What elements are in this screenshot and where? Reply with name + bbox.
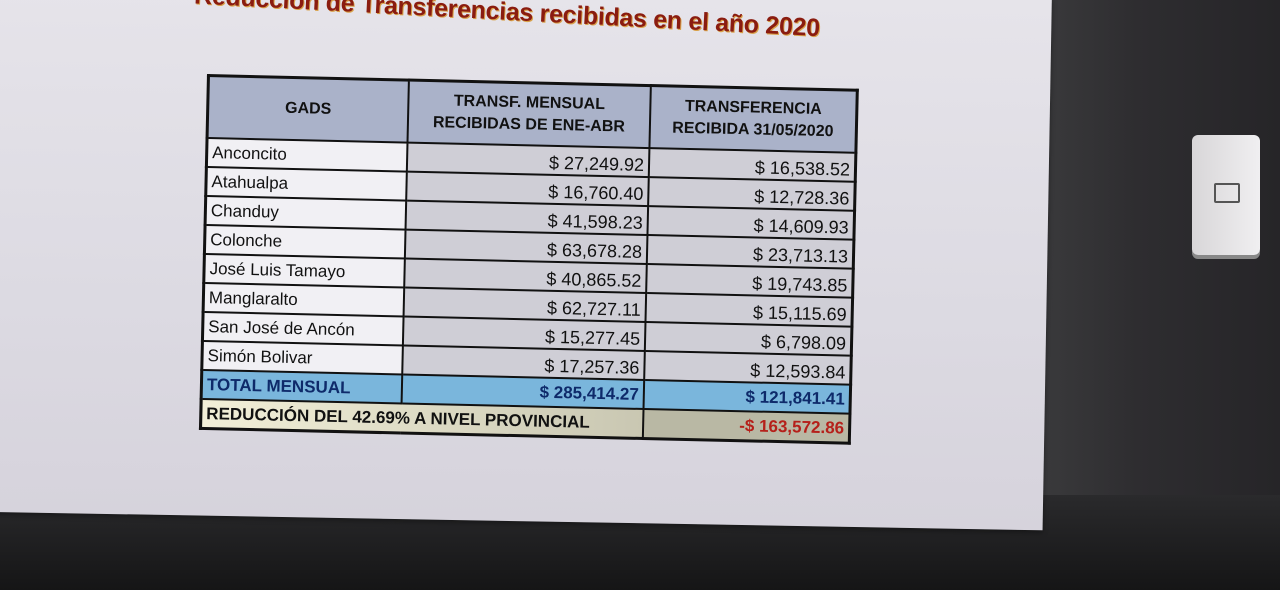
gad-name: José Luis Tamayo: [203, 253, 405, 288]
mayo-value: $ 6,798.09: [644, 322, 852, 356]
gad-name: Atahualpa: [205, 167, 407, 201]
mayo-value: $ 23,713.13: [646, 235, 854, 269]
header-mayo: TRANSFERENCIA RECIBIDA 31/05/2020: [649, 85, 858, 153]
mayo-value: $ 16,538.52: [648, 148, 856, 182]
total-mayo: $ 121,841.41: [643, 379, 851, 414]
header-gads: GADS: [207, 75, 409, 143]
wall: [1040, 0, 1280, 520]
header-ene-abr: TRANSF. MENSUAL RECIBIDAS DE ENE-ABR: [407, 80, 651, 149]
reduction-amount: -$ 163,572.86: [642, 408, 850, 444]
gad-name: Colonche: [204, 224, 406, 259]
mayo-value: $ 12,593.84: [644, 351, 852, 385]
gad-name: San José de Ancón: [202, 311, 404, 346]
transfers-table: GADS TRANSF. MENSUAL RECIBIDAS DE ENE-AB…: [198, 74, 859, 445]
gad-name: Simón Bolivar: [201, 340, 403, 375]
mayo-value: $ 14,609.93: [647, 206, 855, 240]
slide-title: Reducción de Transferencias recibidas en…: [193, 0, 821, 43]
gad-name: Manglaralto: [203, 282, 405, 317]
switch-button-icon: [1214, 183, 1240, 203]
mayo-value: $ 19,743.85: [646, 264, 854, 298]
mayo-value: $ 15,115.69: [645, 293, 853, 327]
gad-name: Anconcito: [206, 138, 408, 172]
gad-name: Chanduy: [205, 196, 407, 230]
light-switch: [1192, 135, 1260, 255]
total-label: TOTAL MENSUAL: [201, 369, 403, 404]
mayo-value: $ 12,728.36: [648, 177, 856, 211]
